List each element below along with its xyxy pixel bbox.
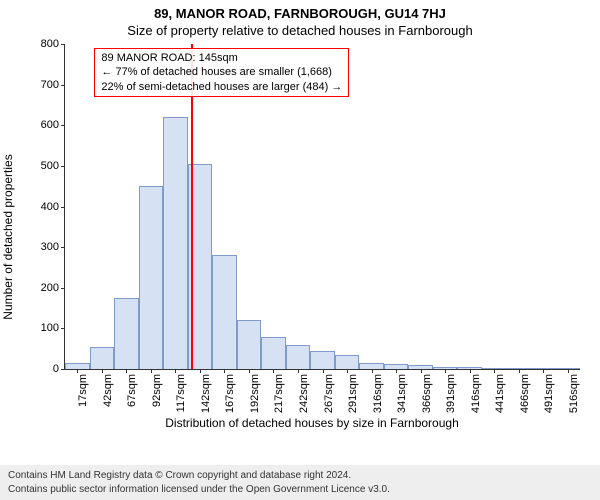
- property-info-box: 89 MANOR ROAD: 145sqm← 77% of detached h…: [94, 48, 349, 97]
- xtick-mark: [347, 369, 348, 373]
- ytick-label: 300: [41, 241, 65, 253]
- xtick-label: 217sqm: [273, 374, 285, 413]
- info-box-line: 89 MANOR ROAD: 145sqm: [101, 51, 342, 65]
- xtick-mark: [77, 369, 78, 373]
- ytick-label: 600: [41, 119, 65, 131]
- xtick-mark: [470, 369, 471, 373]
- histogram-bar: [335, 355, 360, 369]
- info-box-line: ← 77% of detached houses are smaller (1,…: [101, 65, 342, 79]
- xtick-label: 291sqm: [347, 374, 359, 413]
- xtick-mark: [323, 369, 324, 373]
- xtick-label: 416sqm: [470, 374, 482, 413]
- xtick-label: 491sqm: [543, 374, 555, 413]
- xtick-mark: [126, 369, 127, 373]
- footer-line-2: Contains public sector information licen…: [8, 483, 592, 497]
- ytick-label: 700: [41, 79, 65, 91]
- histogram-bar: [114, 298, 139, 369]
- histogram-bar: [90, 347, 115, 369]
- xtick-mark: [200, 369, 201, 373]
- ytick-label: 100: [41, 322, 65, 334]
- xtick-mark: [445, 369, 446, 373]
- xtick-label: 67sqm: [126, 374, 138, 407]
- xtick-mark: [151, 369, 152, 373]
- plot-area: 010020030040050060070080017sqm42sqm67sqm…: [64, 44, 580, 370]
- xtick-label: 192sqm: [249, 374, 261, 413]
- xtick-label: 92sqm: [151, 374, 163, 407]
- xtick-label: 366sqm: [421, 374, 433, 413]
- histogram-bar: [261, 337, 286, 370]
- xtick-mark: [568, 369, 569, 373]
- xtick-label: 42sqm: [102, 374, 114, 407]
- xtick-label: 441sqm: [494, 374, 506, 413]
- xtick-mark: [519, 369, 520, 373]
- ytick-label: 400: [41, 201, 65, 213]
- xtick-mark: [224, 369, 225, 373]
- histogram-bar: [139, 186, 164, 369]
- ytick-label: 800: [41, 38, 65, 50]
- histogram-bar: [163, 117, 188, 369]
- histogram-bar: [237, 320, 262, 369]
- info-box-line: 22% of semi-detached houses are larger (…: [101, 80, 342, 94]
- xtick-label: 516sqm: [568, 374, 580, 413]
- xtick-label: 17sqm: [77, 374, 89, 407]
- xtick-mark: [102, 369, 103, 373]
- xtick-mark: [421, 369, 422, 373]
- histogram-bar: [310, 351, 335, 369]
- xtick-label: 142sqm: [200, 374, 212, 413]
- attribution-footer: Contains HM Land Registry data © Crown c…: [0, 465, 600, 500]
- xtick-label: 117sqm: [175, 374, 187, 412]
- chart-container: Number of detached properties 0100200300…: [38, 44, 586, 430]
- histogram-bar: [286, 345, 311, 369]
- xtick-label: 167sqm: [224, 374, 236, 413]
- ytick-label: 200: [41, 282, 65, 294]
- xtick-mark: [396, 369, 397, 373]
- xtick-mark: [249, 369, 250, 373]
- xtick-label: 341sqm: [396, 374, 408, 413]
- xtick-label: 391sqm: [445, 374, 457, 413]
- xtick-mark: [494, 369, 495, 373]
- xtick-mark: [175, 369, 176, 373]
- ytick-label: 0: [53, 363, 65, 375]
- xtick-mark: [298, 369, 299, 373]
- page-title: 89, MANOR ROAD, FARNBOROUGH, GU14 7HJ: [0, 0, 600, 21]
- xtick-label: 267sqm: [323, 374, 335, 413]
- footer-line-1: Contains HM Land Registry data © Crown c…: [8, 469, 592, 483]
- x-axis-label: Distribution of detached houses by size …: [38, 416, 586, 430]
- histogram-bar: [212, 255, 237, 369]
- y-axis-label: Number of detached properties: [1, 154, 15, 319]
- xtick-label: 316sqm: [372, 374, 384, 413]
- chart-subtitle: Size of property relative to detached ho…: [0, 21, 600, 42]
- ytick-label: 500: [41, 160, 65, 172]
- xtick-mark: [273, 369, 274, 373]
- xtick-label: 466sqm: [519, 374, 531, 413]
- xtick-mark: [543, 369, 544, 373]
- xtick-label: 242sqm: [298, 374, 310, 413]
- xtick-mark: [372, 369, 373, 373]
